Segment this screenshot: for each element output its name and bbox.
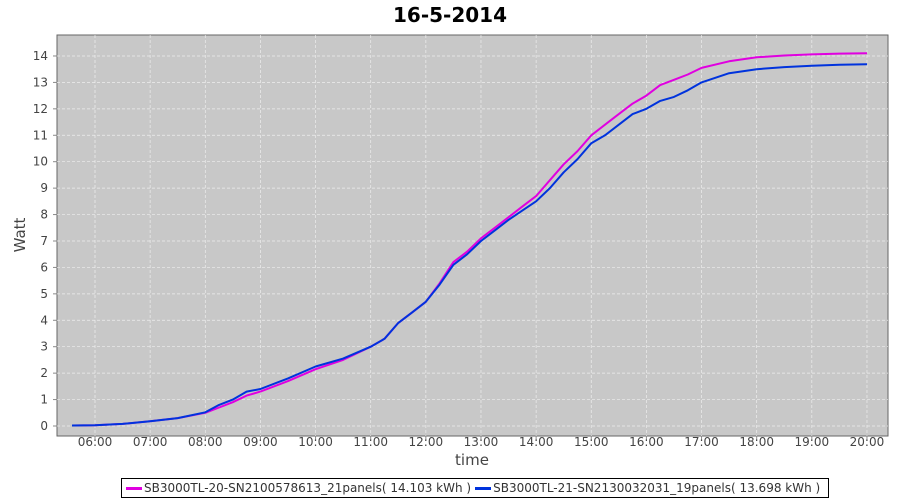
y-tick-label: 9 — [40, 181, 48, 195]
x-tick-label: 17:00 — [684, 435, 719, 449]
x-tick-label: 11:00 — [353, 435, 388, 449]
legend-label: SB3000TL-21-SN2130032031_19panels( 13.69… — [493, 481, 821, 495]
y-tick-label: 8 — [40, 208, 48, 222]
legend-label: SB3000TL-20-SN2100578613_21panels( 14.10… — [144, 481, 472, 495]
series-line-1 — [71, 52, 868, 427]
x-tick-label: 09:00 — [243, 435, 278, 449]
x-tick-label: 13:00 — [464, 435, 499, 449]
legend-swatch — [475, 486, 492, 490]
x-tick-label: 18:00 — [739, 435, 774, 449]
y-tick-label: 10 — [33, 155, 48, 169]
legend-swatch — [126, 486, 142, 490]
y-tick-label: 0 — [40, 419, 48, 433]
x-tick-label: 16:00 — [629, 435, 664, 449]
chart-title: 16-5-2014 — [393, 3, 507, 27]
x-tick-label: 20:00 — [850, 435, 885, 449]
x-tick-label: 06:00 — [78, 435, 113, 449]
series-line-2 — [71, 63, 868, 427]
y-tick-label: 11 — [33, 128, 48, 142]
plot-area — [56, 34, 889, 437]
y-tick-label: 7 — [40, 234, 48, 248]
legend-item: SB3000TL-21-SN2130032031_19panels( 13.69… — [475, 481, 820, 495]
x-axis-label: time — [455, 451, 489, 469]
y-tick-label: 1 — [40, 393, 48, 407]
y-tick-label: 3 — [40, 340, 48, 354]
legend: SB3000TL-20-SN2100578613_21panels( 14.10… — [121, 478, 830, 498]
y-tick-label: 13 — [33, 75, 48, 89]
y-tick-label: 6 — [40, 260, 48, 274]
y-tick-label: 14 — [33, 49, 48, 63]
x-tick-label: 08:00 — [188, 435, 223, 449]
x-tick-label: 19:00 — [795, 435, 830, 449]
x-tick-label: 15:00 — [574, 435, 609, 449]
y-axis-label: Watt — [11, 217, 29, 252]
x-tick-label: 14:00 — [519, 435, 554, 449]
legend-item: SB3000TL-20-SN2100578613_21panels( 14.10… — [126, 481, 471, 495]
x-tick-label: 10:00 — [298, 435, 333, 449]
y-tick-label: 12 — [33, 102, 48, 116]
x-tick-label: 12:00 — [409, 435, 444, 449]
y-tick-label: 4 — [40, 313, 48, 327]
x-tick-label: 07:00 — [133, 435, 168, 449]
y-tick-label: 2 — [40, 366, 48, 380]
y-tick-label: 5 — [40, 287, 48, 301]
